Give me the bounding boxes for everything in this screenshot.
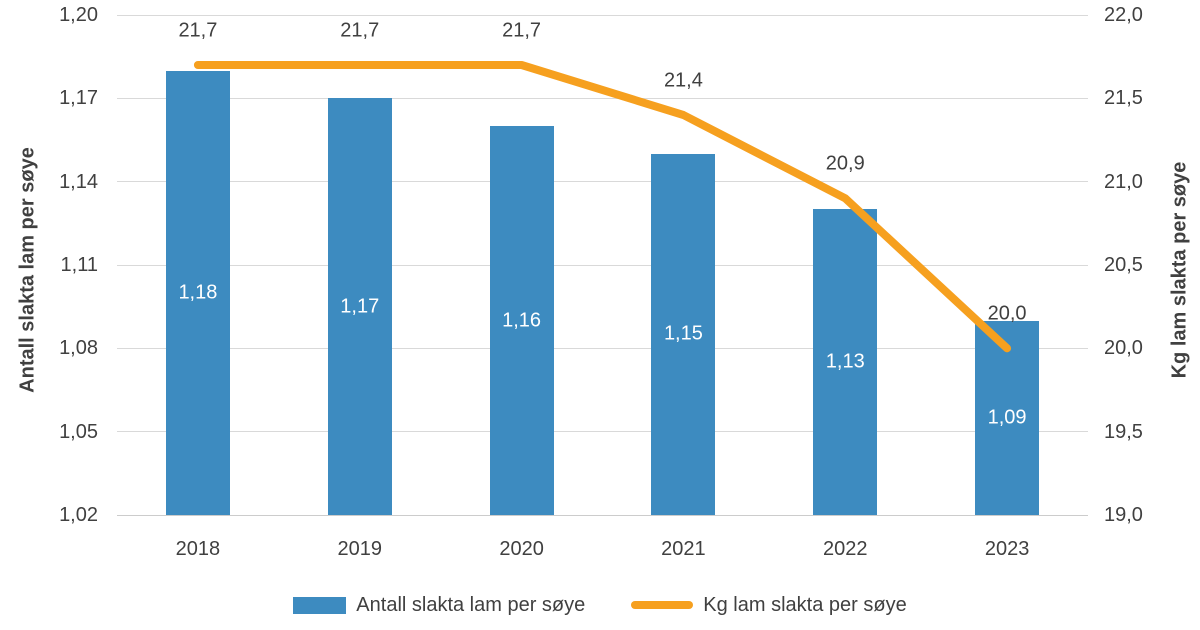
legend-line-label: Kg lam slakta per søye (703, 593, 907, 616)
left-axis-tick: 1,20 (59, 4, 98, 26)
bar (975, 320, 1040, 515)
gridline (117, 431, 1088, 433)
bar-value-label: 1,15 (663, 322, 703, 345)
bar (327, 98, 392, 515)
line-series-swatch-icon (631, 601, 694, 609)
bar-value-label: 1,09 (987, 406, 1027, 429)
x-axis-label: 2021 (661, 538, 706, 560)
left-axis-tick: 1,02 (59, 504, 98, 526)
legend-item-bars: Antall slakta lam per søye (293, 594, 585, 617)
legend: Antall slakta lam per søye Kg lam slakta… (0, 589, 1200, 621)
gridline (117, 347, 1088, 349)
left-axis-tick: 1,14 (59, 170, 98, 193)
bar-value-label: 1,18 (178, 281, 218, 304)
legend-bar-label: Antall slakta lam per søye (356, 593, 586, 616)
line-value-label: 20,9 (825, 152, 865, 175)
x-axis-label: 2023 (984, 538, 1030, 560)
line-value-label: 21,7 (340, 19, 380, 42)
gridline (117, 514, 1088, 516)
right-axis-tick: 20,5 (1104, 254, 1143, 276)
plot-area: 1,18 1,17 1,16 1,15 1,13 1,09 21,7 21,7 21,7 21,4… (117, 14, 1088, 516)
line-series (193, 61, 1012, 353)
gridline (117, 264, 1088, 266)
bar (813, 209, 878, 515)
right-axis-tick: 22,0 (1104, 4, 1143, 26)
left-axis-tick: 1,08 (59, 337, 98, 360)
legend-item-line: Kg lam slakta per søye (631, 593, 907, 617)
right-axis-tick: 19,0 (1104, 504, 1143, 526)
x-axis-label: 2019 (337, 538, 383, 560)
bar-value-label: 1,13 (825, 350, 865, 373)
line-value-label: 20,0 (987, 302, 1027, 325)
left-axis-tick: 1,05 (59, 420, 98, 443)
left-axis-tick: 1,11 (60, 254, 98, 276)
bar (489, 126, 554, 515)
x-axis-label: 2018 (175, 538, 221, 560)
right-axis-tick: 19,5 (1104, 420, 1143, 443)
gridline (117, 181, 1088, 183)
line-value-label: 21,4 (663, 69, 703, 92)
bar (165, 70, 230, 515)
bar (651, 153, 716, 515)
right-axis-tick: 21,0 (1104, 170, 1143, 193)
gridline (117, 14, 1088, 16)
bar-value-label: 1,16 (502, 309, 542, 332)
x-axis-label: 2020 (499, 538, 544, 560)
left-axis-tick: 1,17 (59, 87, 98, 110)
line-value-label: 21,7 (502, 19, 542, 42)
line-value-label: 21,7 (178, 19, 218, 42)
bar-value-label: 1,17 (340, 295, 380, 318)
right-axis-tick: 21,5 (1104, 87, 1143, 110)
bar-series-swatch-icon (293, 596, 347, 614)
x-axis-label: 2022 (823, 538, 868, 560)
line-series-path (193, 61, 1012, 353)
right-axis-tick: 20,0 (1104, 337, 1143, 360)
gridline (117, 97, 1088, 99)
